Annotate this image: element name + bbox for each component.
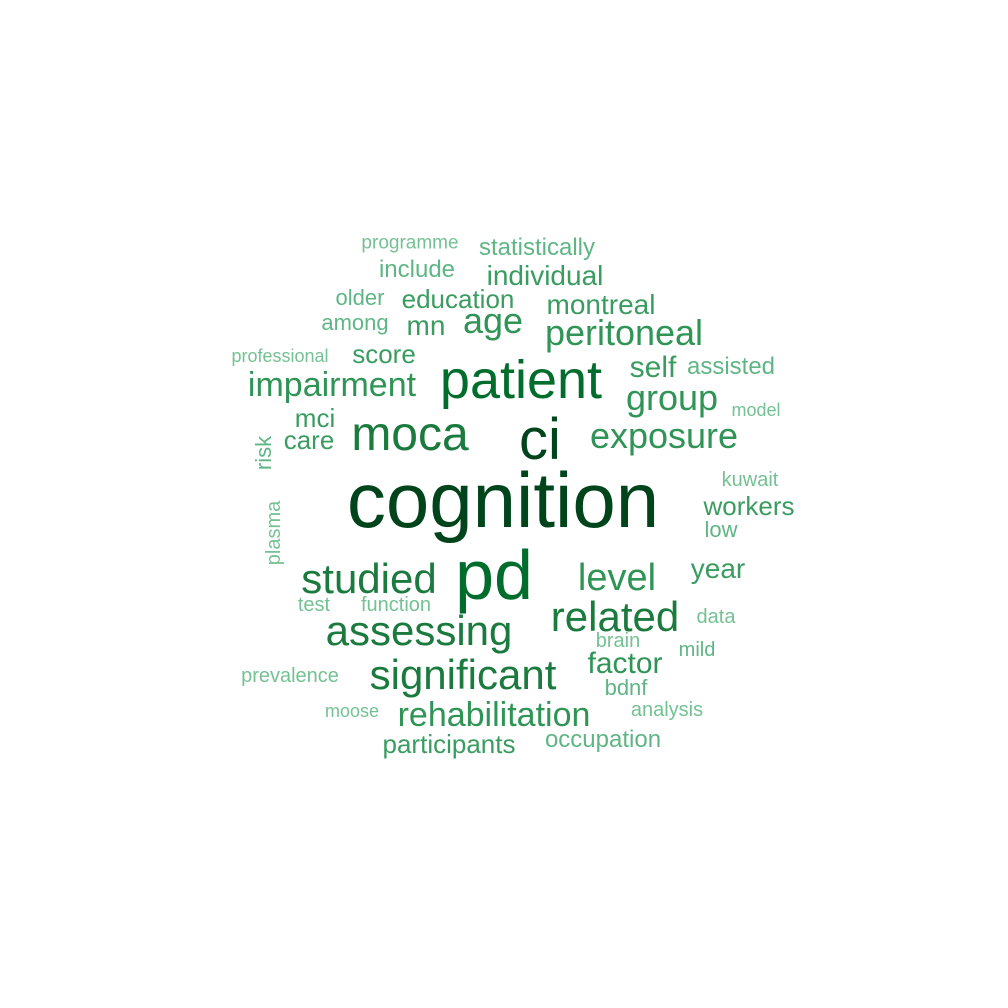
word-prevalence: prevalence bbox=[241, 665, 339, 687]
word-mci: mci bbox=[294, 403, 336, 433]
word-rehabilitation: rehabilitation bbox=[397, 696, 591, 734]
word-significant: significant bbox=[369, 651, 557, 698]
word-participants: participants bbox=[382, 729, 516, 759]
word-kuwait: kuwait bbox=[721, 469, 779, 491]
word-plasma: plasma bbox=[263, 500, 285, 566]
word-related: related bbox=[550, 593, 680, 640]
word-occupation: occupation bbox=[544, 726, 662, 753]
word-score: score bbox=[352, 339, 416, 369]
word-exposure: exposure bbox=[589, 415, 739, 456]
word-impairment: impairment bbox=[247, 366, 417, 404]
word-cognition: cognition bbox=[346, 456, 660, 544]
word-professional: professional bbox=[231, 346, 329, 366]
word-bdnf: bdnf bbox=[604, 675, 648, 700]
word-level: level bbox=[577, 557, 657, 599]
word-low: low bbox=[704, 517, 738, 542]
word-factor: factor bbox=[587, 647, 663, 680]
word-model: model bbox=[731, 400, 781, 420]
word-workers: workers bbox=[703, 491, 795, 521]
word-age: age bbox=[462, 300, 524, 341]
word-assessing: assessing bbox=[325, 607, 513, 654]
word-moose: moose bbox=[324, 701, 380, 721]
word-risk: risk bbox=[251, 435, 276, 471]
word-group: group bbox=[625, 377, 719, 418]
word-ci: ci bbox=[519, 407, 561, 472]
word-peritoneal: peritoneal bbox=[544, 312, 704, 353]
word-analysis: analysis bbox=[630, 699, 704, 721]
word-brain: brain bbox=[595, 630, 641, 652]
word-assisted: assisted bbox=[686, 353, 776, 380]
word-mild: mild bbox=[678, 639, 716, 661]
word-among: among bbox=[321, 310, 389, 335]
word-individual: individual bbox=[486, 260, 604, 291]
word-patient: patient bbox=[439, 350, 603, 410]
word-pd: pd bbox=[455, 536, 533, 614]
word-year: year bbox=[690, 553, 746, 584]
word-moca: moca bbox=[351, 408, 469, 461]
word-education: education bbox=[401, 284, 515, 314]
word-function: function bbox=[360, 594, 432, 616]
word-older: older bbox=[335, 285, 385, 310]
word-data: data bbox=[696, 606, 736, 628]
word-studied: studied bbox=[301, 555, 437, 602]
word-programme: programme bbox=[361, 232, 459, 254]
word-montreal: montreal bbox=[546, 289, 656, 320]
word-self: self bbox=[629, 351, 677, 384]
word-test: test bbox=[297, 594, 331, 616]
word-care: care bbox=[283, 425, 335, 455]
word-statistically: statistically bbox=[478, 234, 596, 261]
word-mn: mn bbox=[406, 310, 446, 341]
word-include: include bbox=[378, 256, 456, 283]
